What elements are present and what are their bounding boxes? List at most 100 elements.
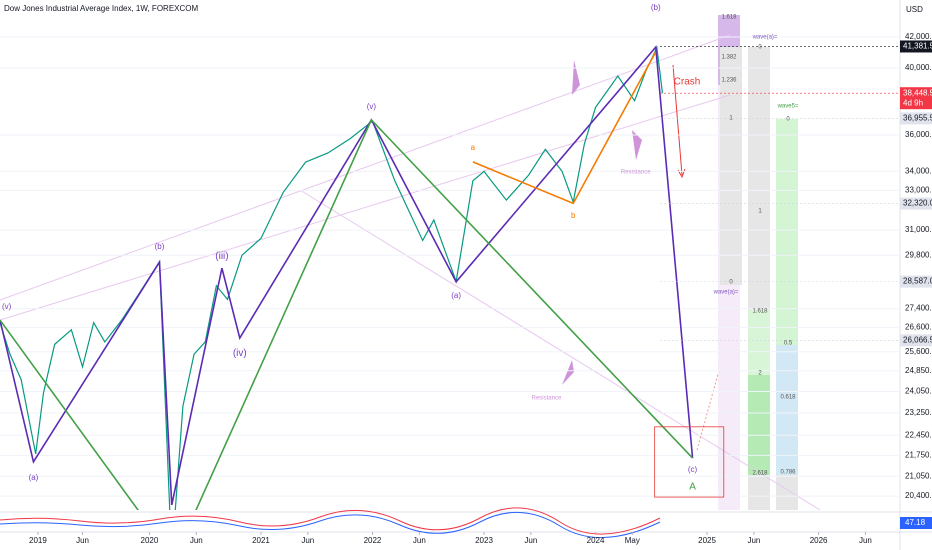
- wave-label: (v): [2, 302, 12, 311]
- wave-label: (b): [155, 242, 165, 251]
- fib-label: 0: [786, 117, 790, 123]
- x-tick-label: 2020: [141, 536, 159, 545]
- x-tick-label: 2023: [475, 536, 493, 545]
- indicator-value: 47.18: [905, 518, 926, 527]
- wave-line: [0, 45, 694, 506]
- wave-label: a: [471, 143, 476, 152]
- indicator-line: [0, 507, 661, 535]
- x-tick-label: May: [625, 536, 640, 545]
- y-tick-label: 29,800.0: [905, 250, 932, 259]
- indicator-tag: [900, 517, 932, 529]
- y-tick-label: 23,250.0: [905, 408, 932, 417]
- wave-label: Resistance: [621, 170, 651, 176]
- wave-line: [195, 118, 694, 510]
- indicator-line: [0, 512, 661, 539]
- price-tag-label: 32,320.0: [903, 199, 932, 208]
- wave-label: (iii): [215, 251, 228, 262]
- pointer: [572, 60, 580, 95]
- fib-zone: [748, 375, 770, 475]
- y-tick-label: 26,600.0: [905, 323, 932, 332]
- price-line: [0, 45, 664, 510]
- fib-zone: [748, 310, 770, 375]
- x-tick-label: 2024: [587, 536, 605, 545]
- y-tick-label: 21,750.0: [905, 451, 932, 460]
- fib-label: 1.236: [721, 78, 737, 84]
- x-tick-label: Jun: [747, 536, 760, 545]
- y-tick-label: 21,050.0: [905, 471, 932, 480]
- x-tick-label: Jun: [190, 536, 203, 545]
- chart-title: Dow Jones Industrial Average Index, 1W, …: [4, 4, 198, 13]
- arrow: [696, 373, 719, 451]
- fib-label: 2.618: [752, 471, 768, 477]
- fib-label: 1.382: [721, 55, 737, 61]
- x-tick-label: Jun: [301, 536, 314, 545]
- y-tick-label: 20,400.0: [905, 491, 932, 500]
- y-tick-label: 34,000.0: [905, 166, 932, 175]
- y-tick-label: 25,600.0: [905, 347, 932, 356]
- price-tag-label: 38,448.5: [903, 88, 932, 97]
- fib-label: 1: [758, 209, 762, 215]
- fib-label: 0.786: [780, 470, 796, 476]
- fib-label: 1.618: [721, 15, 737, 21]
- x-tick-label: Jun: [859, 536, 872, 545]
- x-tick-label: 2026: [810, 536, 828, 545]
- wave-line: [472, 51, 657, 205]
- y-tick-label: 33,000.0: [905, 185, 932, 194]
- fib-label: 0.5: [784, 341, 793, 347]
- wave-label: (c): [688, 465, 698, 474]
- y-tick-label: 22,450.0: [905, 430, 932, 439]
- fib-label: 1.618: [752, 309, 768, 315]
- fib-label: 0.618: [780, 395, 796, 401]
- x-tick-label: 2021: [252, 536, 270, 545]
- x-tick-label: 2022: [364, 536, 382, 545]
- fib-label: wave(a)=: [752, 35, 778, 41]
- x-tick-label: Jun: [524, 536, 537, 545]
- wave-label: Crash: [674, 77, 701, 88]
- fib-label: 0: [758, 45, 762, 51]
- price-tag: [900, 275, 932, 288]
- y-tick-label: 31,000.0: [905, 225, 932, 234]
- arrow: [672, 64, 683, 176]
- fib-zone: [720, 47, 742, 285]
- wave-label: Resistance: [532, 395, 562, 401]
- plot-area: [0, 36, 900, 510]
- price-tag: [900, 334, 932, 347]
- wave-line: [0, 319, 140, 510]
- fib-label: 1: [729, 116, 733, 122]
- trend-line: [0, 94, 731, 321]
- price-tag-label: 36,955.5: [903, 114, 932, 123]
- wave-label: (a): [29, 473, 39, 482]
- y-tick-label: 36,000.0: [905, 130, 932, 139]
- y-tick-label: 27,400.0: [905, 304, 932, 313]
- price-tag: [900, 40, 932, 53]
- x-tick-label: Jun: [76, 536, 89, 545]
- price-tag-label: 26,066.5: [903, 335, 932, 344]
- x-tick-label: Jun: [413, 536, 426, 545]
- x-tick-label: 2019: [29, 536, 47, 545]
- fib-label: wave5=: [777, 104, 799, 110]
- wave-label: b: [571, 211, 576, 220]
- y-tick-label: 42,000.0: [905, 32, 932, 41]
- wave-label: (v): [367, 102, 377, 111]
- y-tick-label: 24,050.0: [905, 387, 932, 396]
- fib-label: wave(a)=: [713, 290, 739, 296]
- target-box: [654, 426, 725, 498]
- fib-label: 2: [758, 371, 762, 377]
- price-tag: [900, 87, 932, 110]
- trend-lines: [0, 34, 821, 511]
- x-tick-label: 2025: [698, 536, 716, 545]
- fib-zone: [776, 345, 798, 475]
- price-tag-label: 28,587.0: [903, 277, 932, 286]
- trend-line: [0, 34, 731, 301]
- y-tick-label: 24,850.0: [905, 366, 932, 375]
- y-tick-label: 40,000.0: [905, 63, 932, 72]
- price-tag-note: 4d 9h: [903, 98, 923, 107]
- wave-label: (iv): [233, 348, 247, 359]
- pointer: [632, 130, 642, 160]
- fib-zone: [776, 119, 798, 345]
- trend-line: [299, 189, 821, 511]
- wave-label: (a): [451, 291, 461, 300]
- wave-label: A: [689, 481, 696, 492]
- fib-columns: [718, 15, 798, 510]
